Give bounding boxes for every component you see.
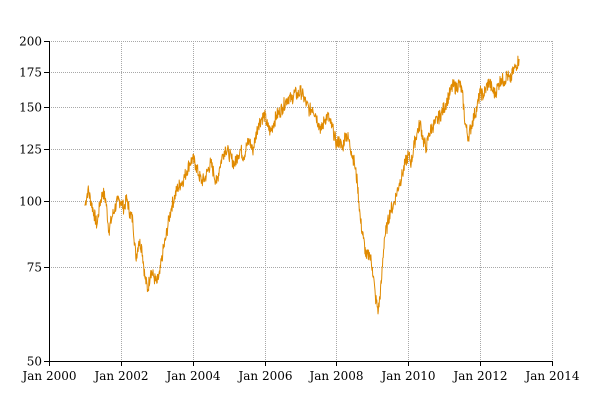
y-tick-label: 125: [19, 143, 42, 157]
series-line-0: [84, 55, 520, 315]
y-tick-label: 200: [19, 35, 42, 49]
x-tick-label: Jan 2008: [307, 369, 363, 383]
y-tick-label: 75: [27, 261, 42, 275]
x-tick-label: Jan 2006: [236, 369, 292, 383]
tick-labels: 50 75 100 125 150 175 200 Jan 2000 Jan 2002 Jan 2…: [19, 35, 580, 384]
grid: [49, 41, 553, 361]
x-tick-label: Jan 2012: [451, 369, 507, 383]
x-tick-label: Jan 2010: [379, 369, 435, 383]
y-tick-label: 175: [19, 66, 42, 80]
y-tick-label: 100: [19, 195, 42, 209]
x-tick-label: Jan 2014: [523, 369, 579, 383]
series: [84, 55, 520, 315]
axes: [44, 41, 553, 366]
y-tick-label: 50: [27, 355, 42, 369]
x-tick-label: Jan 2004: [164, 369, 220, 383]
x-tick-label: Jan 2002: [92, 369, 148, 383]
x-tick-label: Jan 2000: [20, 369, 76, 383]
y-tick-label: 150: [19, 101, 42, 115]
